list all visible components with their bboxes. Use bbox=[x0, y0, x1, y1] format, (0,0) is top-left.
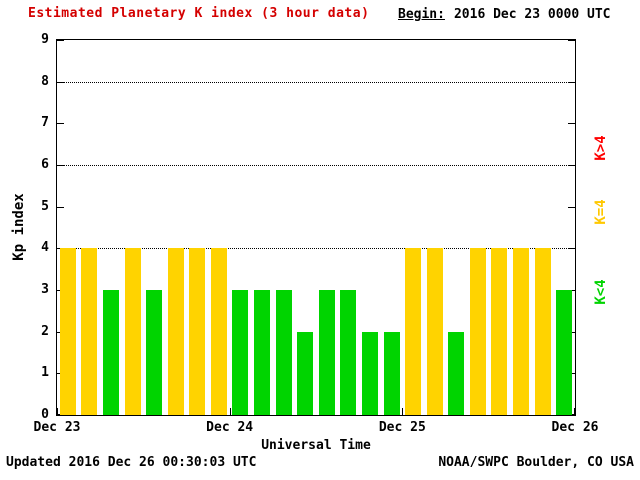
y-tick-mark bbox=[568, 81, 575, 83]
x-axis-label: Universal Time bbox=[261, 438, 371, 453]
y-tick-mark bbox=[57, 40, 64, 41]
legend-eq4: K=4 bbox=[593, 199, 609, 225]
x-tick-label: Dec 26 bbox=[551, 420, 599, 435]
plot-area bbox=[56, 39, 576, 416]
y-tick-label: 2 bbox=[41, 323, 49, 339]
kp-bar bbox=[297, 331, 314, 415]
y-tick-label: 0 bbox=[41, 407, 49, 422]
x-tick-mark bbox=[402, 408, 404, 415]
kp-bar bbox=[232, 290, 249, 415]
kp-bar bbox=[102, 290, 119, 415]
y-tick-label: 6 bbox=[41, 157, 49, 172]
begin-value: 2016 Dec 23 0000 UTC bbox=[453, 7, 611, 22]
kp-bar bbox=[448, 331, 465, 415]
y-tick-mark bbox=[568, 248, 575, 250]
y-tick-label: 8 bbox=[41, 73, 49, 89]
kp-bar bbox=[167, 248, 184, 415]
chart-title: Estimated Planetary K index (3 hour data… bbox=[28, 6, 370, 21]
kp-bar bbox=[361, 331, 378, 415]
kp-bar bbox=[383, 331, 400, 415]
kp-bar bbox=[81, 248, 98, 415]
legend-gt4: K>4 bbox=[593, 135, 609, 161]
y-tick-mark bbox=[568, 206, 575, 208]
begin-timestamp: Begin: 2016 Dec 23 0000 UTC bbox=[398, 7, 611, 22]
kp-bar bbox=[59, 248, 76, 415]
dotted-gridline bbox=[57, 165, 575, 166]
kp-bar bbox=[124, 248, 141, 415]
legend-lt4: K<4 bbox=[593, 279, 609, 305]
y-tick-mark bbox=[568, 165, 575, 166]
y-tick-mark bbox=[568, 40, 575, 41]
y-tick-label: 7 bbox=[41, 115, 49, 131]
begin-label: Begin: bbox=[398, 7, 445, 22]
x-tick-label: Dec 23 bbox=[33, 420, 81, 435]
x-tick-mark bbox=[229, 408, 231, 415]
kp-bar bbox=[469, 248, 486, 415]
y-tick-label: 9 bbox=[41, 32, 49, 47]
kp-bar bbox=[189, 248, 206, 415]
x-tick-mark bbox=[57, 408, 58, 415]
kp-bar bbox=[146, 290, 163, 415]
kp-bar bbox=[318, 290, 335, 415]
credit-text: NOAA/SWPC Boulder, CO USA bbox=[438, 455, 634, 470]
x-tick-label: Dec 24 bbox=[206, 420, 254, 435]
updated-timestamp: Updated 2016 Dec 26 00:30:03 UTC bbox=[6, 455, 257, 470]
kp-bar bbox=[556, 290, 573, 415]
kp-bar bbox=[275, 290, 292, 415]
kp-bar bbox=[513, 248, 530, 415]
y-tick-label: 5 bbox=[41, 198, 49, 214]
kp-bar bbox=[405, 248, 422, 415]
y-tick-mark bbox=[57, 165, 64, 166]
kp-bar bbox=[340, 290, 357, 415]
y-tick-mark bbox=[57, 123, 64, 125]
kp-bar bbox=[210, 248, 227, 415]
y-tick-mark bbox=[57, 206, 64, 208]
y-tick-label: 3 bbox=[41, 282, 49, 297]
kp-bar bbox=[491, 248, 508, 415]
kp-bar bbox=[254, 290, 271, 415]
kp-bar bbox=[534, 248, 551, 415]
y-tick-label: 1 bbox=[41, 365, 49, 381]
dotted-gridline bbox=[57, 248, 575, 250]
y-tick-mark bbox=[57, 81, 64, 83]
y-tick-label: 4 bbox=[41, 240, 49, 256]
kp-bar bbox=[426, 248, 443, 415]
dotted-gridline bbox=[57, 81, 575, 83]
x-tick-mark bbox=[574, 408, 575, 415]
y-tick-mark bbox=[568, 123, 575, 125]
x-tick-label: Dec 25 bbox=[378, 420, 426, 435]
